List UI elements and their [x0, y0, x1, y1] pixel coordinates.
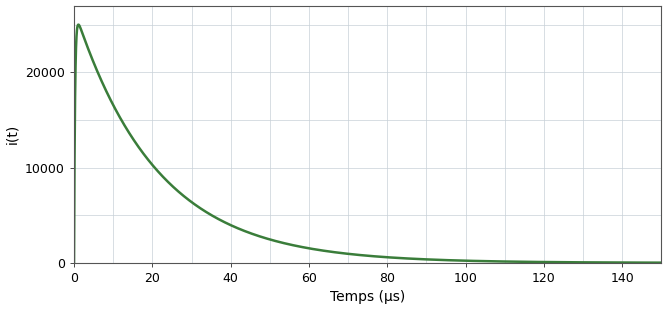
- Y-axis label: i(t): i(t): [5, 124, 19, 144]
- X-axis label: Temps (μs): Temps (μs): [330, 290, 406, 304]
